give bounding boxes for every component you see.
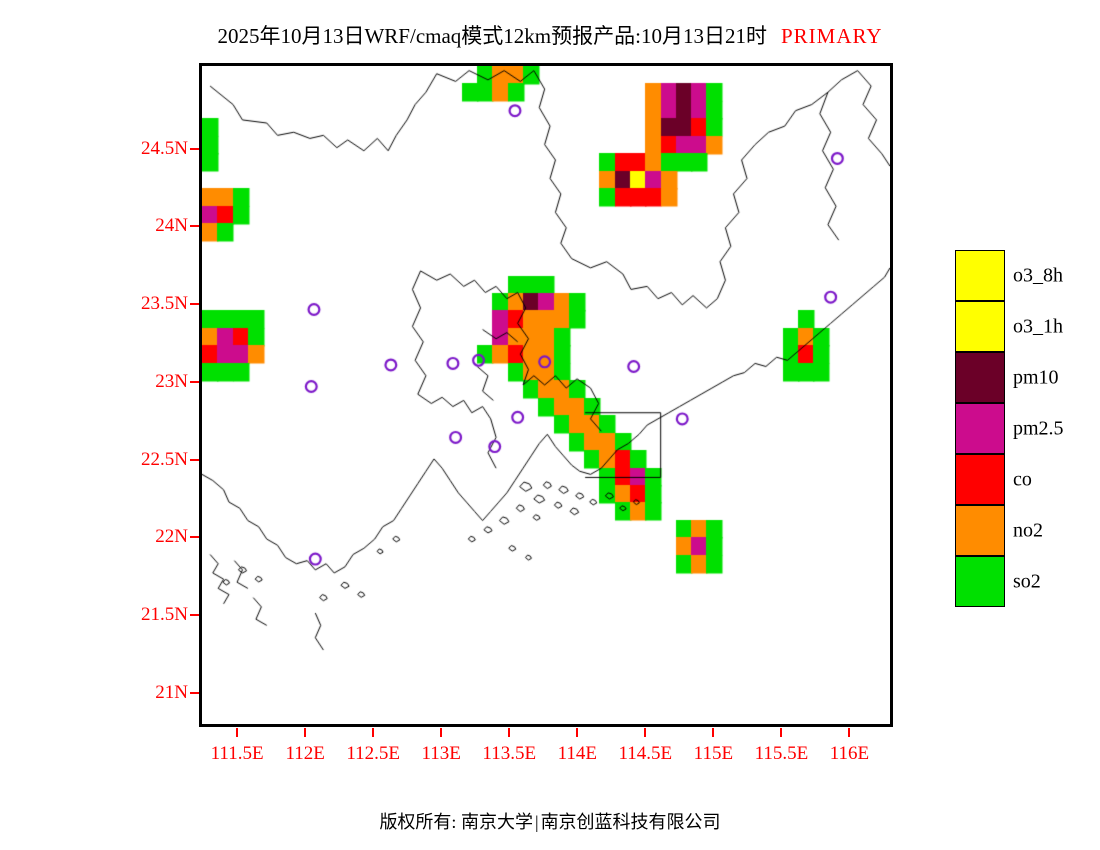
y-axis-tick-label: 24N (155, 215, 188, 237)
footer-owner: 版权所有: 南京大学 (379, 812, 533, 832)
y-axis-tick-mark (190, 614, 199, 617)
legend-item-label: pm2.5 (1013, 417, 1064, 439)
legend-item-label: pm10 (1013, 366, 1059, 388)
legend-item-label: co (1013, 468, 1032, 490)
legend-item-pm10[interactable]: pm10 (955, 352, 1090, 403)
map-plot-area[interactable] (199, 63, 893, 727)
y-axis-tick-mark (190, 691, 199, 694)
y-axis-tick-mark (190, 225, 199, 228)
y-axis-tick-label: 22.5N (141, 448, 188, 470)
chart-title: 2025年10月13日WRF/cmaq模式12km预报产品:10月13日21时 P… (0, 20, 1100, 50)
legend-color-swatch (955, 505, 1005, 556)
x-axis-tick-mark (508, 728, 511, 737)
x-axis-tick-mark (372, 728, 375, 737)
x-axis-tick-mark (712, 728, 715, 737)
legend-item-o3-8h[interactable]: o3_8h (955, 250, 1090, 301)
y-axis-tick-label: 23.5N (141, 293, 188, 315)
x-axis-tick-label: 115.5E (754, 743, 809, 764)
legend-color-swatch (955, 454, 1005, 505)
y-axis-tick-label: 24.5N (141, 137, 188, 159)
footer-copyright: 版权所有: 南京大学 | 南京创蓝科技有限公司 (0, 808, 1100, 834)
x-axis-tick-label: 113E (421, 743, 461, 764)
footer-separator: | (534, 812, 539, 832)
legend-color-swatch (955, 352, 1005, 403)
legend-item-label: o3_8h (1013, 264, 1063, 286)
legend-color-swatch (955, 250, 1005, 301)
pollutant-legend: o3_8h o3_1h pm10 pm2.5 co no2 so2 (955, 250, 1090, 607)
y-axis: 24.5N 24N 23.5N 23N 22.5N 22N 21.5N 21N (0, 0, 188, 850)
legend-color-swatch (955, 301, 1005, 352)
x-axis-tick-mark (440, 728, 443, 737)
x-axis-tick-mark (644, 728, 647, 737)
legend-item-o3-1h[interactable]: o3_1h (955, 301, 1090, 352)
title-primary-tag: PRIMARY (780, 24, 883, 48)
x-axis-tick-label: 115E (693, 743, 734, 764)
title-main-text: 2025年10月13日WRF/cmaq模式12km预报产品:10月13日21时 (217, 24, 767, 48)
x-axis: 111.5E 112E 112.5E 113E 113.5E 114E 114.5E 115E… (0, 735, 1100, 765)
legend-item-label: o3_1h (1013, 315, 1063, 337)
x-axis-tick-label: 112E (285, 743, 325, 764)
x-axis-tick-label: 111.5E (210, 743, 264, 764)
x-axis-tick-label: 114E (557, 743, 597, 764)
legend-item-label: no2 (1013, 519, 1043, 541)
legend-color-swatch (955, 403, 1005, 454)
x-axis-tick-mark (236, 728, 239, 737)
x-axis-tick-label: 116E (829, 743, 870, 764)
footer-company: 南京创蓝科技有限公司 (540, 812, 721, 832)
pollutant-heatmap-canvas[interactable] (202, 66, 890, 724)
y-axis-tick-mark (190, 536, 199, 539)
y-axis-tick-mark (190, 303, 199, 306)
x-axis-tick-mark (848, 728, 851, 737)
y-axis-tick-label: 23N (155, 370, 188, 392)
x-axis-tick-mark (780, 728, 783, 737)
x-axis-tick-label: 112.5E (346, 743, 400, 764)
legend-item-so2[interactable]: so2 (955, 556, 1090, 607)
x-axis-tick-label: 114.5E (618, 743, 673, 764)
y-axis-tick-label: 22N (155, 526, 188, 548)
x-axis-tick-label: 113.5E (482, 743, 537, 764)
legend-color-swatch (955, 556, 1005, 607)
y-axis-tick-mark (190, 147, 199, 150)
legend-item-no2[interactable]: no2 (955, 505, 1090, 556)
legend-item-label: so2 (1013, 570, 1041, 592)
y-axis-tick-mark (190, 458, 199, 461)
x-axis-tick-mark (304, 728, 307, 737)
y-axis-tick-mark (190, 380, 199, 383)
legend-item-pm2-5[interactable]: pm2.5 (955, 403, 1090, 454)
x-axis-tick-mark (576, 728, 579, 737)
legend-item-co[interactable]: co (955, 454, 1090, 505)
y-axis-tick-label: 21.5N (141, 604, 188, 626)
y-axis-tick-label: 21N (155, 681, 188, 703)
